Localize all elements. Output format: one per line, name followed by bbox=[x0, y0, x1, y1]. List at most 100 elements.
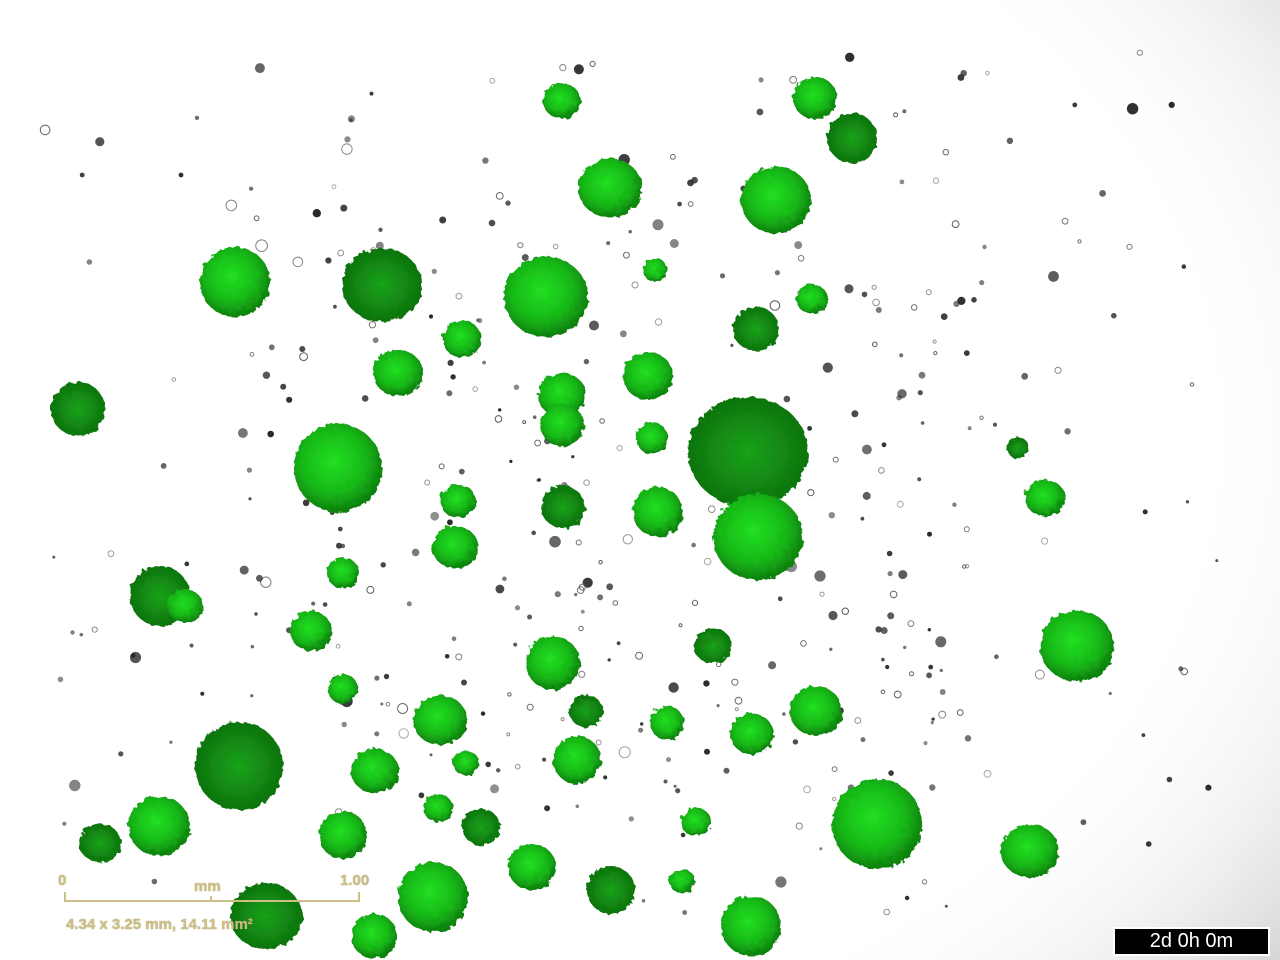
debris-particle bbox=[1126, 103, 1139, 115]
debris-particle bbox=[248, 497, 252, 501]
debris-particle bbox=[673, 784, 677, 788]
debris-particle bbox=[439, 216, 447, 224]
debris-particle bbox=[86, 259, 93, 265]
spheroid bbox=[541, 485, 585, 529]
debris-particle bbox=[792, 739, 799, 745]
spheroid bbox=[398, 862, 468, 932]
debris-particle bbox=[532, 415, 537, 420]
debris-particle bbox=[800, 640, 807, 647]
debris-particle bbox=[1215, 559, 1219, 563]
debris-particle bbox=[1080, 819, 1087, 826]
spheroid bbox=[827, 113, 877, 163]
debris-particle bbox=[939, 689, 946, 695]
debris-particle bbox=[589, 60, 596, 68]
debris-particle bbox=[502, 576, 507, 582]
debris-particle bbox=[438, 463, 445, 470]
scale-line bbox=[64, 900, 360, 902]
debris-particle bbox=[480, 711, 486, 716]
spheroid bbox=[538, 372, 586, 418]
spheroid bbox=[79, 823, 121, 863]
debris-particle bbox=[628, 230, 632, 234]
debris-particle bbox=[1072, 102, 1078, 108]
debris-particle bbox=[571, 455, 575, 459]
debris-particle bbox=[458, 468, 465, 475]
debris-particle bbox=[774, 270, 781, 276]
debris-particle bbox=[428, 314, 434, 319]
debris-particle bbox=[616, 445, 623, 452]
debris-particle bbox=[378, 227, 383, 232]
debris-particle bbox=[687, 201, 694, 207]
debris-particle bbox=[250, 694, 254, 698]
debris-particle bbox=[560, 717, 565, 722]
debris-particle bbox=[573, 64, 584, 75]
debris-particle bbox=[424, 479, 431, 486]
debris-particle bbox=[1077, 239, 1082, 244]
debris-particle bbox=[1181, 264, 1187, 269]
debris-particle bbox=[814, 570, 826, 582]
debris-particle bbox=[680, 832, 686, 838]
debris-particle bbox=[380, 562, 386, 568]
debris-particle bbox=[341, 143, 353, 155]
debris-particle bbox=[881, 442, 887, 448]
debris-particle bbox=[514, 605, 521, 611]
debris-particle bbox=[719, 273, 726, 279]
debris-particle bbox=[418, 792, 425, 799]
spheroid bbox=[741, 166, 811, 234]
spheroid bbox=[790, 686, 842, 736]
debris-particle bbox=[756, 108, 764, 116]
debris-particle bbox=[91, 626, 98, 633]
spheroid bbox=[128, 796, 190, 856]
debris-particle bbox=[994, 654, 999, 659]
debris-particle bbox=[397, 703, 409, 714]
debris-particle bbox=[1205, 784, 1212, 791]
debris-particle bbox=[971, 297, 977, 303]
debris-particle bbox=[302, 499, 310, 507]
debris-particle bbox=[280, 383, 287, 390]
debris-particle bbox=[860, 516, 865, 521]
debris-particle bbox=[652, 219, 664, 231]
debris-particle bbox=[299, 346, 306, 352]
spheroid bbox=[636, 422, 668, 454]
debris-particle bbox=[933, 351, 938, 356]
scale-tick-start bbox=[64, 892, 66, 900]
debris-particle bbox=[618, 746, 631, 759]
debris-particle bbox=[39, 124, 51, 136]
scale-bar: 0 mm 1.00 4.34 x 3.25 mm, 14.11 mm² bbox=[58, 868, 378, 938]
debris-particle bbox=[675, 788, 681, 794]
spheroid bbox=[462, 808, 500, 846]
debris-particle bbox=[69, 779, 81, 792]
debris-particle bbox=[1185, 500, 1190, 504]
debris-particle bbox=[620, 330, 627, 338]
timestamp-label: 2d 0h 0m bbox=[1113, 927, 1270, 956]
debris-particle bbox=[337, 526, 343, 532]
debris-particle bbox=[860, 737, 866, 743]
debris-particle bbox=[1061, 217, 1069, 225]
debris-particle bbox=[606, 583, 614, 591]
debris-particle bbox=[819, 847, 823, 851]
debris-particle bbox=[262, 371, 271, 379]
debris-particle bbox=[898, 570, 908, 580]
debris-particle bbox=[431, 268, 437, 274]
debris-particle bbox=[951, 220, 960, 229]
debris-particle bbox=[383, 673, 390, 680]
debris-particle bbox=[807, 426, 812, 431]
debris-particle bbox=[514, 763, 521, 770]
debris-particle bbox=[1108, 691, 1112, 696]
debris-particle bbox=[789, 75, 797, 84]
debris-particle bbox=[807, 489, 815, 497]
debris-particle bbox=[189, 643, 194, 648]
spheroid bbox=[721, 896, 781, 956]
debris-particle bbox=[1099, 190, 1106, 197]
spheroid bbox=[167, 589, 203, 623]
debris-particle bbox=[107, 550, 115, 558]
debris-particle bbox=[691, 599, 699, 607]
spheroid bbox=[453, 750, 479, 776]
debris-particle bbox=[489, 77, 496, 84]
debris-particle bbox=[331, 184, 337, 190]
debris-particle bbox=[832, 456, 839, 463]
debris-particle bbox=[485, 761, 492, 768]
debris-particle bbox=[482, 360, 486, 365]
debris-particle bbox=[455, 292, 463, 300]
